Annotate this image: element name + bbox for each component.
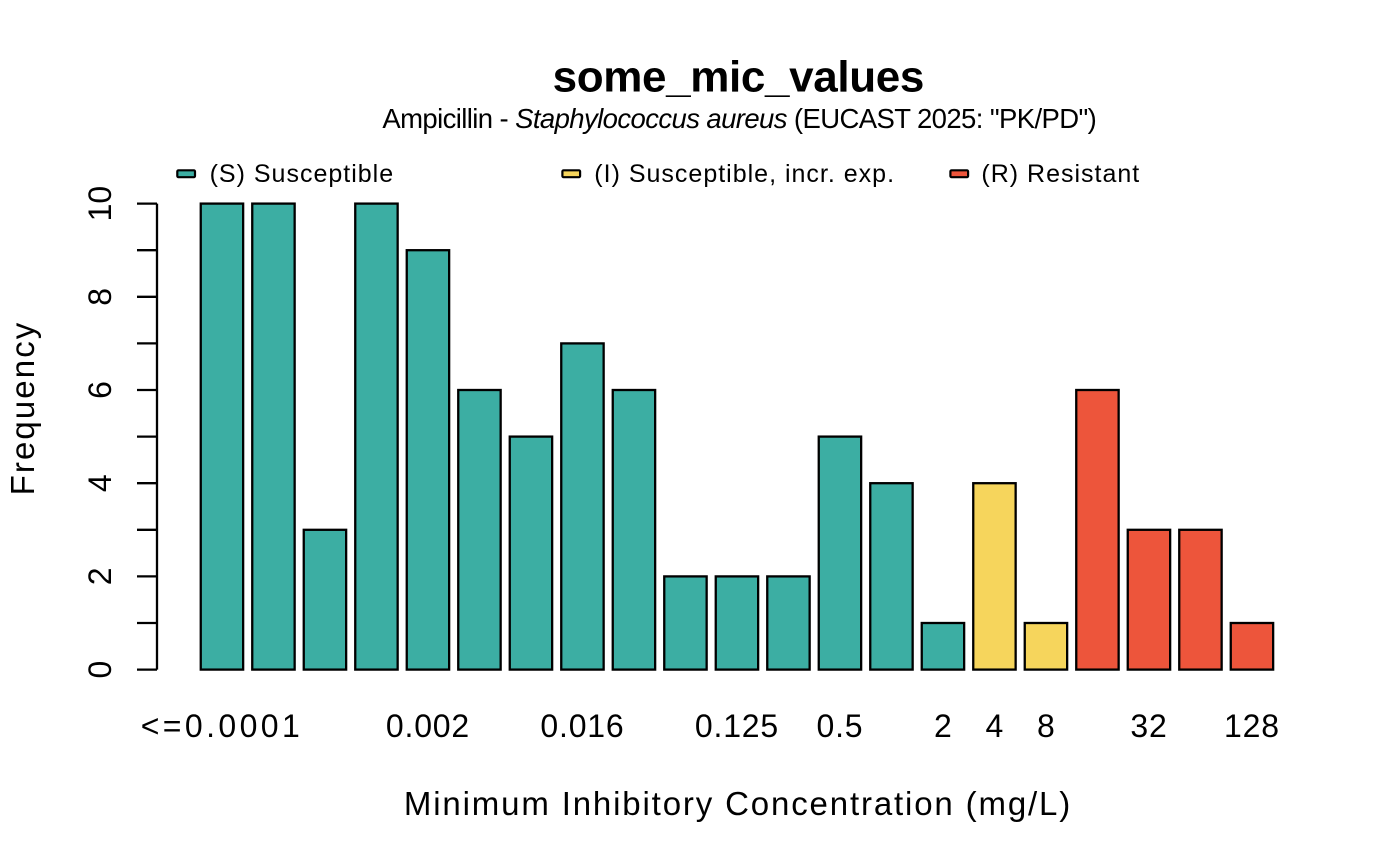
svg-text:2: 2 — [82, 568, 118, 586]
svg-text:128: 128 — [1224, 708, 1280, 744]
svg-text:6: 6 — [82, 381, 118, 399]
svg-text:10: 10 — [82, 186, 118, 222]
svg-text:0: 0 — [82, 661, 118, 679]
svg-text:32: 32 — [1130, 708, 1167, 744]
svg-text:Frequency: Frequency — [4, 321, 41, 496]
svg-text:4: 4 — [82, 474, 118, 492]
svg-text:0.002: 0.002 — [386, 708, 470, 744]
svg-text:<=0.0001: <=0.0001 — [141, 708, 303, 744]
svg-text:0.125: 0.125 — [695, 708, 779, 744]
svg-text:4: 4 — [986, 708, 1004, 744]
svg-text:8: 8 — [1037, 708, 1055, 744]
svg-text:0.5: 0.5 — [817, 708, 864, 744]
svg-text:2: 2 — [934, 708, 952, 744]
svg-text:0.016: 0.016 — [540, 708, 624, 744]
svg-text:(I) Susceptible, incr. exp.: (I) Susceptible, incr. exp. — [594, 160, 895, 188]
svg-text:Minimum Inhibitory Concentrati: Minimum Inhibitory Concentration (mg/L) — [404, 785, 1072, 822]
svg-text:Ampicillin - Staphylococcus au: Ampicillin - Staphylococcus aureus (EUCA… — [382, 103, 1096, 134]
svg-text:8: 8 — [82, 288, 118, 306]
svg-text:(S) Susceptible: (S) Susceptible — [210, 160, 395, 188]
svg-text:(R) Resistant: (R) Resistant — [981, 160, 1140, 188]
svg-text:some_mic_values: some_mic_values — [553, 53, 924, 102]
